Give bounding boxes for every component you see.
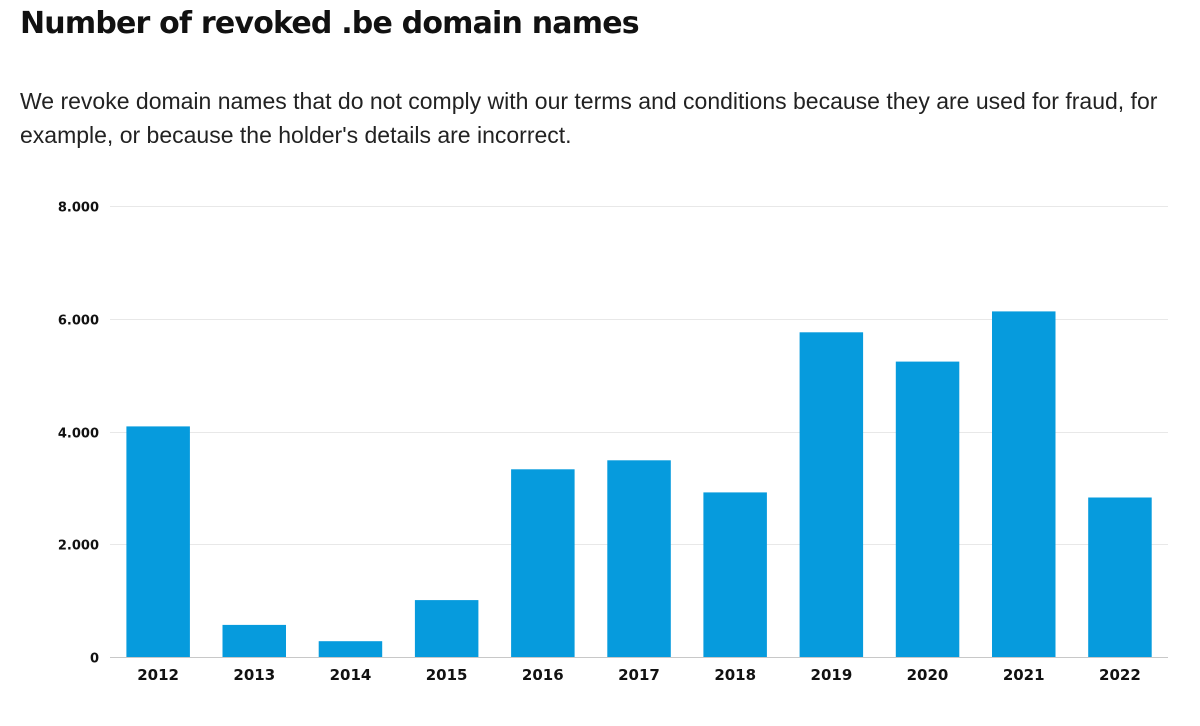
bar [511,469,575,657]
y-tick-label: 4.000 [58,427,99,442]
y-tick-label: 8.000 [58,201,99,216]
bar [1088,497,1152,657]
x-tick-label: 2018 [714,666,756,684]
page-description: We revoke domain names that do not compl… [20,88,1158,148]
y-tick-label: 6.000 [58,314,99,329]
bar [318,641,383,657]
x-tick-label: 2014 [330,666,372,684]
x-tick-label: 2020 [907,666,949,684]
x-tick-label: 2012 [137,666,179,684]
bar [126,426,190,657]
x-tick-label: 2013 [233,666,275,684]
x-tick-label: 2015 [426,666,468,684]
x-tick-label: 2016 [522,666,564,684]
y-tick-label: 2.000 [58,539,99,554]
bar [895,361,960,657]
bar [799,332,864,657]
x-tick-label: 2017 [618,666,660,684]
x-tick-label: 2019 [811,666,853,684]
page-title: Number of revoked .be domain names [20,6,640,41]
bar [222,624,286,657]
x-tick-label: 2022 [1099,666,1141,684]
bar [607,460,671,657]
y-tick-label: 0 [90,652,99,667]
x-tick-label: 2021 [1003,666,1045,684]
bar [414,600,479,657]
bar [992,311,1056,657]
bar [703,492,767,657]
